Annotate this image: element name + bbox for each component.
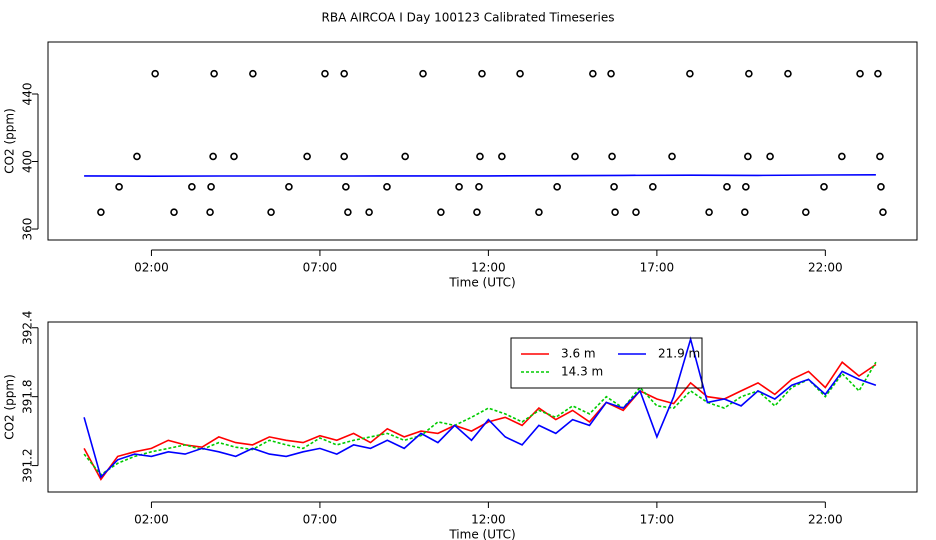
data-line (83, 336, 877, 479)
data-point (419, 69, 427, 78)
data-point (742, 183, 750, 191)
data-point (206, 208, 214, 216)
data-point (766, 152, 774, 161)
data-point (473, 208, 481, 216)
y-tick-label: 360 (21, 218, 35, 241)
x-tick-label: 17:00 (640, 513, 675, 527)
data-point (820, 183, 828, 191)
y-tick-label: 391.8 (21, 379, 35, 413)
x-axis-label: Time (UTC) (448, 528, 515, 540)
x-tick-label: 02:00 (134, 261, 169, 275)
legend-box (510, 337, 703, 389)
data-point (285, 183, 293, 191)
x-tick-label: 02:00 (134, 513, 169, 527)
data-point (571, 152, 579, 161)
data-point (668, 152, 676, 161)
legend-label: 3.6 m (561, 347, 596, 361)
data-point (874, 69, 882, 78)
data-point (632, 208, 640, 216)
data-point (589, 69, 597, 78)
data-point (340, 152, 348, 161)
data-line (83, 361, 877, 476)
data-point (210, 69, 218, 78)
data-point (608, 152, 616, 161)
data-point (170, 208, 178, 216)
data-point (611, 208, 619, 216)
plot-frame (47, 321, 918, 493)
data-point (437, 208, 445, 216)
data-point (476, 152, 484, 161)
data-point (802, 208, 810, 216)
data-point (475, 183, 483, 191)
data-point (856, 69, 864, 78)
data-point (321, 69, 329, 78)
data-point (230, 152, 238, 161)
x-tick-label: 17:00 (640, 261, 675, 275)
data-point (478, 69, 486, 78)
data-line (84, 174, 876, 178)
data-point (535, 208, 543, 216)
data-point (516, 69, 524, 78)
y-tick-label: 400 (21, 150, 35, 173)
data-point (744, 152, 752, 161)
x-tick-label: 07:00 (303, 513, 338, 527)
y-tick-label: 440 (21, 83, 35, 106)
y-tick-label: 392.4 (21, 311, 35, 345)
chart-title: RBA AIRCOA I Day 100123 Calibrated Times… (322, 11, 615, 25)
data-point (784, 69, 792, 78)
x-tick-label: 12:00 (471, 513, 506, 527)
x-axis-label: Time (UTC) (448, 276, 515, 290)
data-point (383, 183, 391, 191)
plot-frame (47, 41, 918, 241)
data-point (267, 208, 275, 216)
data-point (188, 183, 196, 191)
data-point (610, 183, 618, 191)
data-point (723, 183, 731, 191)
data-point (133, 152, 141, 161)
data-point (115, 183, 123, 191)
data-point (151, 69, 159, 78)
y-tick-label: 391.2 (21, 448, 35, 482)
legend-label: 21.9 m (658, 347, 700, 361)
x-tick-label: 22:00 (808, 513, 843, 527)
data-point (877, 183, 885, 191)
data-point (344, 208, 352, 216)
data-point (745, 69, 753, 78)
data-point (207, 183, 215, 191)
data-line (83, 361, 877, 481)
data-point (741, 208, 749, 216)
data-point (303, 152, 311, 161)
data-point (455, 183, 463, 191)
x-tick-label: 22:00 (808, 261, 843, 275)
data-point (342, 183, 350, 191)
data-point (97, 208, 105, 216)
x-tick-label: 07:00 (303, 261, 338, 275)
y-axis-label: CO2 (ppm) (3, 374, 17, 440)
data-point (340, 69, 348, 78)
data-point (553, 183, 561, 191)
data-point (249, 69, 257, 78)
data-point (607, 69, 615, 78)
y-axis-label: CO2 (ppm) (3, 108, 17, 174)
data-point (209, 152, 217, 161)
data-point (498, 152, 506, 161)
data-point (838, 152, 846, 161)
data-point (879, 208, 887, 216)
x-tick-label: 12:00 (471, 261, 506, 275)
data-point (705, 208, 713, 216)
legend-label: 14.3 m (561, 365, 603, 379)
data-point (401, 152, 409, 161)
data-point (686, 69, 694, 78)
data-point (365, 208, 373, 216)
data-point (876, 152, 884, 161)
data-point (649, 183, 657, 191)
